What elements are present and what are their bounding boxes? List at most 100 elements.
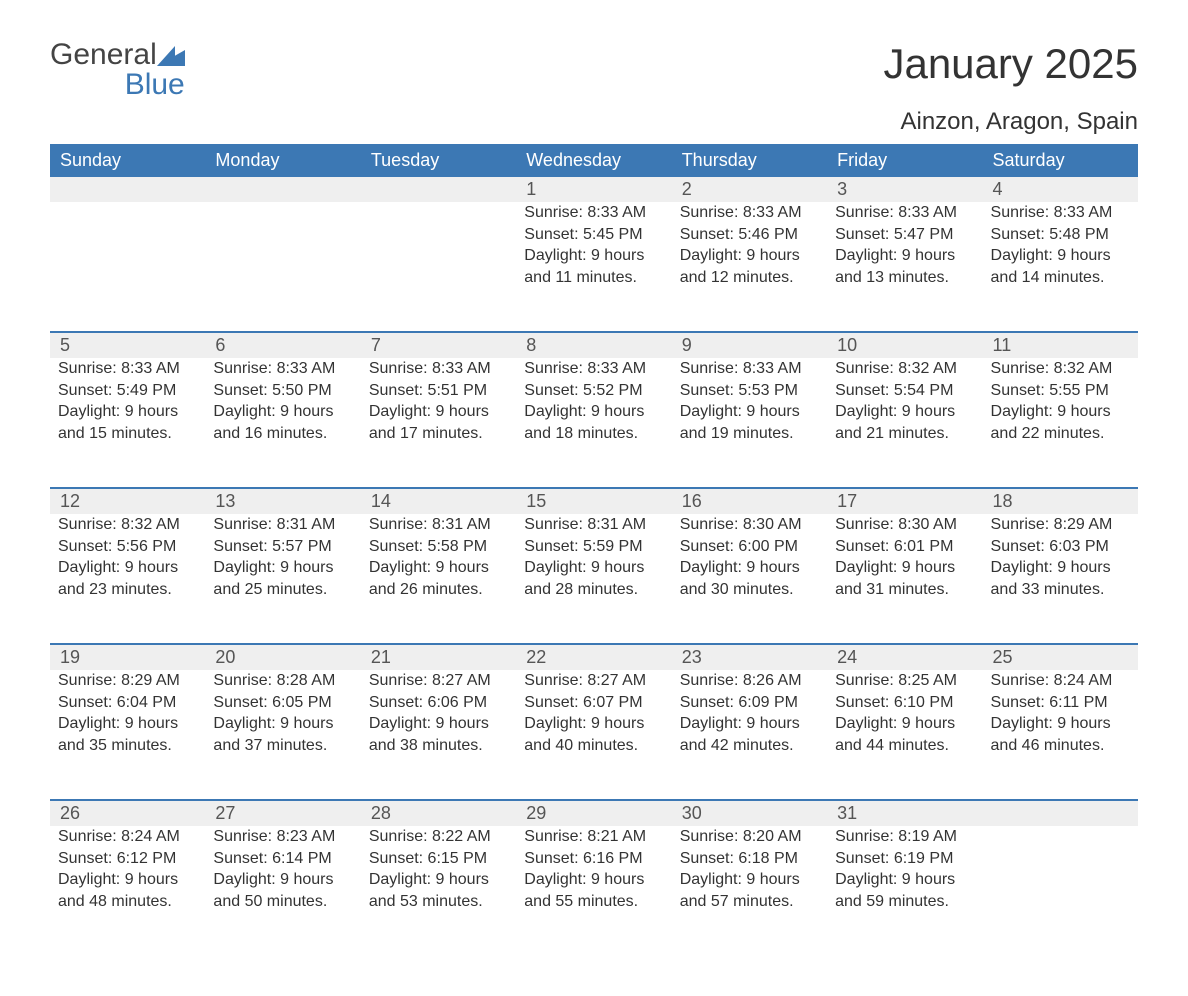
day-cell: Sunrise: 8:31 AMSunset: 5:57 PMDaylight:… <box>205 514 360 644</box>
day-dl2: and 46 minutes. <box>991 735 1130 757</box>
day-cell: Sunrise: 8:27 AMSunset: 6:06 PMDaylight:… <box>361 670 516 800</box>
day-dl1: Daylight: 9 hours <box>991 557 1130 579</box>
day-sunrise: Sunrise: 8:33 AM <box>991 202 1130 224</box>
day-number: 24 <box>827 644 982 670</box>
day-dl2: and 33 minutes. <box>991 579 1130 601</box>
day-sunrise: Sunrise: 8:29 AM <box>991 514 1130 536</box>
col-wednesday: Wednesday <box>516 144 671 177</box>
day-sunrise: Sunrise: 8:23 AM <box>213 826 352 848</box>
day-sunset: Sunset: 6:03 PM <box>991 536 1130 558</box>
day-sunset: Sunset: 5:53 PM <box>680 380 819 402</box>
day-sunset: Sunset: 6:01 PM <box>835 536 974 558</box>
day-sunrise: Sunrise: 8:25 AM <box>835 670 974 692</box>
day-dl1: Daylight: 9 hours <box>524 557 663 579</box>
day-dl2: and 18 minutes. <box>524 423 663 445</box>
day-sunrise: Sunrise: 8:30 AM <box>835 514 974 536</box>
day-dl2: and 40 minutes. <box>524 735 663 757</box>
day-dl2: and 38 minutes. <box>369 735 508 757</box>
day-dl2: and 59 minutes. <box>835 891 974 913</box>
day-number: 1 <box>516 177 671 202</box>
day-dl1: Daylight: 9 hours <box>58 869 197 891</box>
day-dl2: and 37 minutes. <box>213 735 352 757</box>
day-cell: Sunrise: 8:33 AMSunset: 5:48 PMDaylight:… <box>983 202 1138 332</box>
day-sunset: Sunset: 6:10 PM <box>835 692 974 714</box>
col-friday: Friday <box>827 144 982 177</box>
day-dl1: Daylight: 9 hours <box>991 401 1130 423</box>
day-cell: Sunrise: 8:33 AMSunset: 5:52 PMDaylight:… <box>516 358 671 488</box>
day-sunrise: Sunrise: 8:33 AM <box>58 358 197 380</box>
day-sunrise: Sunrise: 8:27 AM <box>369 670 508 692</box>
content-row: Sunrise: 8:24 AMSunset: 6:12 PMDaylight:… <box>50 826 1138 956</box>
day-dl2: and 31 minutes. <box>835 579 974 601</box>
day-cell: Sunrise: 8:33 AMSunset: 5:51 PMDaylight:… <box>361 358 516 488</box>
day-cell: Sunrise: 8:31 AMSunset: 5:59 PMDaylight:… <box>516 514 671 644</box>
day-number: 4 <box>983 177 1138 202</box>
col-saturday: Saturday <box>983 144 1138 177</box>
day-sunset: Sunset: 6:06 PM <box>369 692 508 714</box>
daynum-row: 19202122232425 <box>50 644 1138 670</box>
day-cell: Sunrise: 8:30 AMSunset: 6:00 PMDaylight:… <box>672 514 827 644</box>
day-cell <box>361 202 516 332</box>
day-number: 14 <box>361 488 516 514</box>
day-number: 31 <box>827 800 982 826</box>
day-sunrise: Sunrise: 8:31 AM <box>213 514 352 536</box>
day-dl2: and 57 minutes. <box>680 891 819 913</box>
day-sunrise: Sunrise: 8:22 AM <box>369 826 508 848</box>
day-dl1: Daylight: 9 hours <box>991 713 1130 735</box>
day-dl1: Daylight: 9 hours <box>58 713 197 735</box>
day-cell: Sunrise: 8:24 AMSunset: 6:12 PMDaylight:… <box>50 826 205 956</box>
day-number: 27 <box>205 800 360 826</box>
day-sunrise: Sunrise: 8:26 AM <box>680 670 819 692</box>
day-dl2: and 21 minutes. <box>835 423 974 445</box>
day-number: 12 <box>50 488 205 514</box>
day-dl2: and 35 minutes. <box>58 735 197 757</box>
day-cell: Sunrise: 8:33 AMSunset: 5:47 PMDaylight:… <box>827 202 982 332</box>
day-sunset: Sunset: 6:00 PM <box>680 536 819 558</box>
day-sunrise: Sunrise: 8:27 AM <box>524 670 663 692</box>
day-dl2: and 16 minutes. <box>213 423 352 445</box>
day-dl2: and 50 minutes. <box>213 891 352 913</box>
day-sunrise: Sunrise: 8:31 AM <box>524 514 663 536</box>
content-row: Sunrise: 8:33 AMSunset: 5:45 PMDaylight:… <box>50 202 1138 332</box>
day-number <box>983 800 1138 826</box>
day-dl2: and 28 minutes. <box>524 579 663 601</box>
day-sunrise: Sunrise: 8:32 AM <box>835 358 974 380</box>
day-cell: Sunrise: 8:33 AMSunset: 5:46 PMDaylight:… <box>672 202 827 332</box>
day-cell <box>983 826 1138 956</box>
day-sunset: Sunset: 5:47 PM <box>835 224 974 246</box>
day-cell: Sunrise: 8:22 AMSunset: 6:15 PMDaylight:… <box>361 826 516 956</box>
day-dl1: Daylight: 9 hours <box>369 869 508 891</box>
day-cell: Sunrise: 8:29 AMSunset: 6:03 PMDaylight:… <box>983 514 1138 644</box>
day-sunset: Sunset: 5:54 PM <box>835 380 974 402</box>
month-title: January 2025 <box>883 40 1138 88</box>
day-sunset: Sunset: 5:49 PM <box>58 380 197 402</box>
col-thursday: Thursday <box>672 144 827 177</box>
day-sunrise: Sunrise: 8:29 AM <box>58 670 197 692</box>
day-cell: Sunrise: 8:29 AMSunset: 6:04 PMDaylight:… <box>50 670 205 800</box>
day-sunset: Sunset: 5:48 PM <box>991 224 1130 246</box>
day-dl1: Daylight: 9 hours <box>524 713 663 735</box>
day-number: 23 <box>672 644 827 670</box>
day-dl1: Daylight: 9 hours <box>680 557 819 579</box>
day-dl1: Daylight: 9 hours <box>835 245 974 267</box>
logo: General Blue <box>50 40 185 100</box>
day-sunrise: Sunrise: 8:28 AM <box>213 670 352 692</box>
col-sunday: Sunday <box>50 144 205 177</box>
day-cell <box>50 202 205 332</box>
day-sunrise: Sunrise: 8:33 AM <box>524 358 663 380</box>
day-dl2: and 26 minutes. <box>369 579 508 601</box>
day-sunrise: Sunrise: 8:30 AM <box>680 514 819 536</box>
daynum-row: 262728293031 <box>50 800 1138 826</box>
day-sunrise: Sunrise: 8:21 AM <box>524 826 663 848</box>
day-sunrise: Sunrise: 8:33 AM <box>680 202 819 224</box>
day-sunrise: Sunrise: 8:24 AM <box>991 670 1130 692</box>
day-cell: Sunrise: 8:28 AMSunset: 6:05 PMDaylight:… <box>205 670 360 800</box>
logo-line2: Blue <box>50 70 185 100</box>
day-cell: Sunrise: 8:19 AMSunset: 6:19 PMDaylight:… <box>827 826 982 956</box>
day-sunset: Sunset: 5:55 PM <box>991 380 1130 402</box>
day-cell: Sunrise: 8:23 AMSunset: 6:14 PMDaylight:… <box>205 826 360 956</box>
day-sunset: Sunset: 6:04 PM <box>58 692 197 714</box>
day-number: 21 <box>361 644 516 670</box>
day-cell: Sunrise: 8:33 AMSunset: 5:50 PMDaylight:… <box>205 358 360 488</box>
day-cell: Sunrise: 8:32 AMSunset: 5:56 PMDaylight:… <box>50 514 205 644</box>
